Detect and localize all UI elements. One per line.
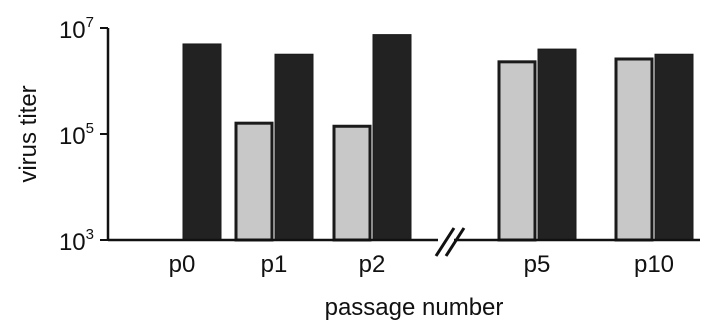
y-tick-label-5: 105 bbox=[59, 120, 94, 150]
y-tick-label-7: 107 bbox=[59, 14, 94, 44]
x-tick-label-p0: p0 bbox=[169, 251, 196, 278]
axis-break-slash-1 bbox=[434, 227, 456, 257]
axis-break-symbol bbox=[434, 227, 466, 257]
bar-p5-series-1 bbox=[497, 60, 537, 242]
x-tick-label-p2: p2 bbox=[359, 251, 386, 278]
y-axis-title: virus titer bbox=[15, 85, 42, 182]
bar-p1-series-2 bbox=[274, 53, 314, 241]
bar-p5-series-2 bbox=[537, 48, 577, 241]
x-tick-label-p5: p5 bbox=[524, 251, 551, 278]
bar-p10-series-1 bbox=[614, 57, 654, 242]
y-tick-label-3: 103 bbox=[59, 226, 94, 256]
axis-break-slash-2 bbox=[444, 227, 466, 257]
x-tick-label-p10: p10 bbox=[634, 251, 674, 278]
bar-p10-series-2 bbox=[654, 53, 694, 241]
bar-p2-series-1 bbox=[332, 124, 372, 242]
x-tick-label-p1: p1 bbox=[261, 251, 288, 278]
bar-p1-series-1 bbox=[234, 121, 274, 242]
x-axis-title: passage number bbox=[325, 294, 504, 321]
bar-p2-series-2 bbox=[372, 34, 412, 241]
bar-p0-series-2 bbox=[182, 43, 222, 241]
